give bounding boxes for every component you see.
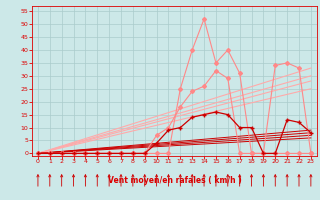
- X-axis label: Vent moyen/en rafales ( km/h ): Vent moyen/en rafales ( km/h ): [108, 176, 241, 185]
